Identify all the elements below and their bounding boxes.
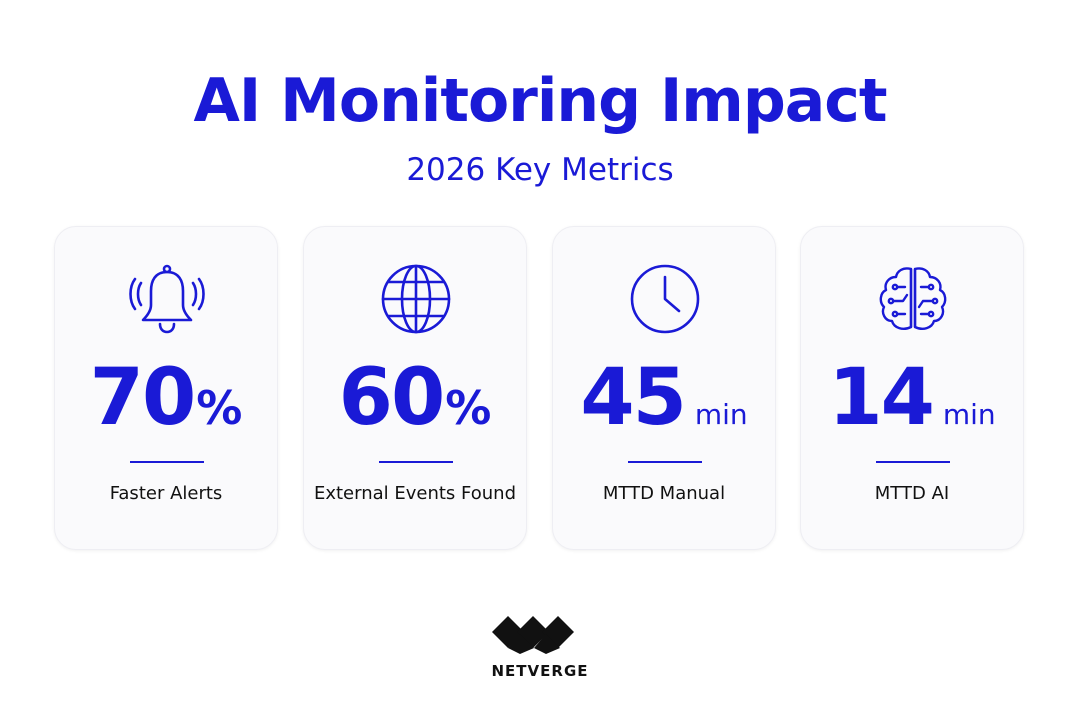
metric-faster-alerts: 70%	[55, 353, 277, 443]
logo-text: NETVERGE	[491, 662, 589, 680]
metric-value: 60	[338, 353, 446, 443]
metric-card-mttd-ai: 14 min MTTD AI	[800, 226, 1024, 550]
clock-icon	[625, 259, 705, 339]
metric-card-faster-alerts: 70% Faster Alerts	[54, 226, 278, 550]
metric-label: MTTD AI	[874, 483, 950, 504]
metric-mttd-manual: 45 min	[553, 353, 775, 443]
card-divider	[379, 461, 453, 463]
metric-unit: %	[445, 381, 492, 435]
card-divider	[628, 461, 702, 463]
netverge-logo	[490, 614, 590, 654]
metric-value: 70	[89, 353, 197, 443]
page-title: AI Monitoring Impact	[193, 66, 888, 136]
bell-icon	[127, 259, 207, 339]
metric-value: 45	[580, 353, 687, 443]
metric-label: Faster Alerts	[109, 483, 223, 504]
page-subtitle: 2026 Key Metrics	[406, 152, 674, 188]
globe-icon	[376, 259, 456, 339]
metric-card-external-events: 60% External Events Found	[303, 226, 527, 550]
logo-mark-icon	[492, 616, 574, 654]
card-divider	[130, 461, 204, 463]
card-divider	[876, 461, 950, 463]
metric-cards: 70% Faster Alerts 60% External	[54, 226, 1024, 550]
metric-label: MTTD Manual	[602, 483, 726, 504]
brain-circuit-icon	[873, 259, 953, 339]
metric-unit: %	[196, 381, 243, 435]
metric-mttd-ai: 14 min	[801, 353, 1023, 443]
metric-value: 14	[828, 353, 935, 443]
metric-external-events: 60%	[304, 353, 526, 443]
metric-unit: min	[942, 398, 996, 431]
metric-unit: min	[694, 398, 748, 431]
metric-label: External Events Found	[313, 483, 517, 504]
metric-card-mttd-manual: 45 min MTTD Manual	[552, 226, 776, 550]
